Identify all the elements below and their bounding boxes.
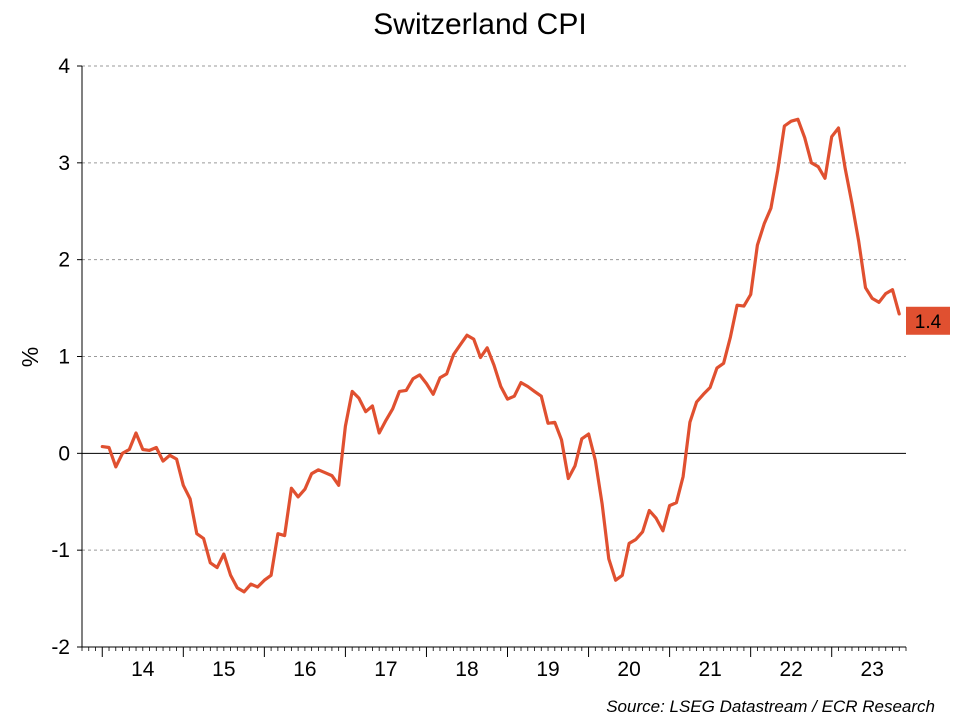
y-tick-label: -1 bbox=[51, 539, 70, 562]
x-tick-label: 21 bbox=[698, 658, 721, 681]
end-value-text: 1.4 bbox=[915, 312, 942, 333]
x-tick-label: 19 bbox=[536, 658, 559, 681]
series-line bbox=[100, 117, 901, 594]
y-tick-label: 0 bbox=[58, 442, 70, 465]
series-group bbox=[100, 117, 901, 594]
y-tick-label: -2 bbox=[51, 636, 70, 659]
x-tick-label: 18 bbox=[455, 658, 478, 681]
y-tick-label: 3 bbox=[58, 152, 70, 175]
x-tick-label: 20 bbox=[617, 658, 640, 681]
x-tick-label: 22 bbox=[780, 658, 803, 681]
chart-title: Switzerland CPI bbox=[373, 8, 586, 41]
y-tick-label: 1 bbox=[58, 346, 70, 369]
x-axis: 14 15 16 17 18 19 20 21 22 23 bbox=[81, 647, 907, 681]
x-tick-label: 17 bbox=[374, 658, 397, 681]
end-value-label: 1.4 bbox=[906, 306, 950, 335]
y-axis: -2 -1 0 1 2 3 4 bbox=[51, 55, 82, 659]
y-axis-label: % bbox=[17, 347, 43, 367]
x-tick-label: 15 bbox=[212, 658, 235, 681]
x-tick-label: 16 bbox=[293, 658, 316, 681]
y-tick-label: 4 bbox=[58, 55, 70, 78]
gridlines bbox=[82, 65, 906, 648]
end-value-box bbox=[906, 306, 950, 335]
source-note: Source: LSEG Datastream / ECR Research bbox=[606, 697, 935, 716]
y-tick-label: 2 bbox=[58, 249, 70, 272]
x-tick-label: 23 bbox=[861, 658, 884, 681]
x-tick-label: 14 bbox=[131, 658, 155, 681]
